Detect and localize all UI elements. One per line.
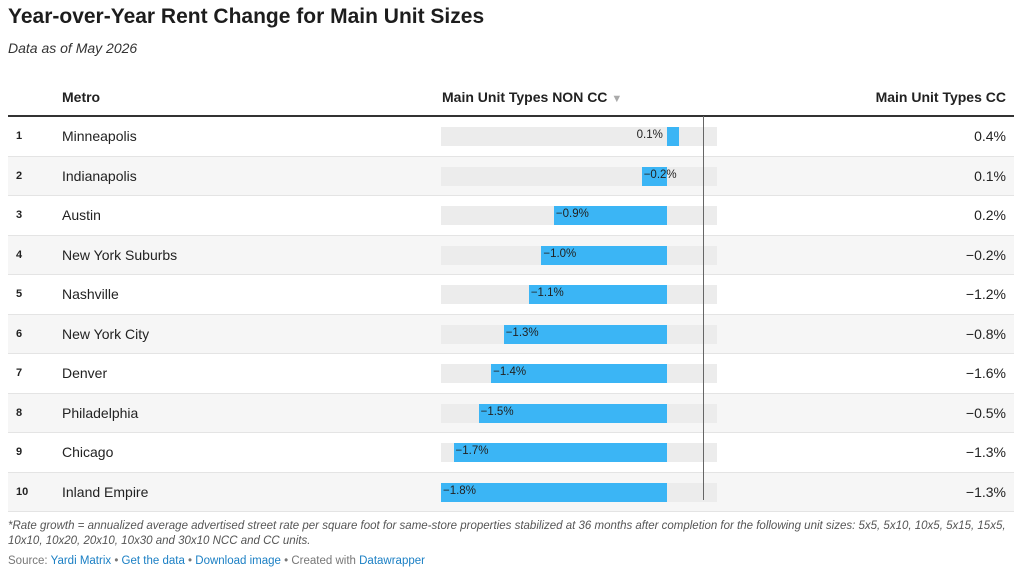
source-prefix: Source: <box>8 555 51 567</box>
zero-line <box>703 116 704 500</box>
bar-track: −0.2% <box>441 166 717 186</box>
bar-track: −1.8% <box>441 482 717 502</box>
bar-non-cc <box>641 166 667 186</box>
bar-non-cc <box>453 443 667 462</box>
row-metro: New York Suburbs <box>62 246 178 263</box>
row-cc-value: −0.2% <box>965 246 1006 263</box>
table-row: 1 Minneapolis 0.1% 0.4% <box>8 117 1014 157</box>
table-row: 10 Inland Empire −1.8% −1.3% <box>8 472 1014 512</box>
bar-track: −1.0% <box>441 245 717 265</box>
bar-label: −0.9% <box>555 208 589 220</box>
row-rank: 8 <box>16 406 23 419</box>
bar-non-cc <box>666 127 680 146</box>
table-row: 9 Chicago −1.7% −1.3% <box>8 433 1014 473</box>
separator: • <box>184 555 196 567</box>
separator: • <box>280 555 292 567</box>
header-non-cc[interactable]: Main Unit Types NON CC ▼ <box>442 89 622 105</box>
bar-track: 0.1% <box>441 127 717 146</box>
table-row: 5 Nashville −1.1% −1.2% <box>8 275 1014 315</box>
row-metro: Denver <box>62 365 108 381</box>
table-row: 7 Denver −1.4% −1.6% <box>8 354 1014 394</box>
row-metro: Philadelphia <box>62 404 139 421</box>
separator: • <box>111 555 122 567</box>
row-rank: 10 <box>16 485 29 498</box>
bar-label: −1.8% <box>443 484 476 497</box>
row-metro: Indianapolis <box>62 167 137 184</box>
table-body: 1 Minneapolis 0.1% 0.4% 2 Indianapolis −0.2% 0.… <box>8 117 1014 512</box>
bar-non-cc <box>528 285 667 304</box>
bar-non-cc <box>553 206 667 225</box>
bar-label: −1.0% <box>543 247 577 260</box>
row-cc-value: 0.2% <box>974 207 1006 223</box>
row-rank: 2 <box>16 169 23 182</box>
bar-non-cc <box>478 403 667 423</box>
bar-non-cc <box>491 364 667 383</box>
bar-track: −1.4% <box>441 364 717 383</box>
row-rank: 6 <box>16 327 23 340</box>
bar-label: −1.7% <box>455 445 489 457</box>
row-rank: 9 <box>16 446 23 458</box>
bar-track: −1.3% <box>441 324 717 344</box>
header-metro[interactable]: Metro <box>62 89 101 105</box>
chart-subtitle: Data as of May 2026 <box>8 40 138 56</box>
row-metro: Nashville <box>62 286 119 302</box>
footnote: *Rate growth = annualized average advert… <box>8 520 1006 547</box>
source-line: Source: Yardi Matrix • Get the data • Do… <box>8 555 425 567</box>
row-rank: 1 <box>16 130 23 142</box>
bar-label: −1.3% <box>505 326 539 339</box>
source-link[interactable]: Yardi Matrix <box>50 555 112 567</box>
row-metro: Minneapolis <box>62 128 137 144</box>
row-cc-value: −0.5% <box>965 404 1006 421</box>
table-row: 4 New York Suburbs −1.0% −0.2% <box>8 235 1014 275</box>
row-metro: New York City <box>62 325 150 342</box>
row-cc-value: −1.6% <box>965 365 1006 381</box>
row-metro: Austin <box>62 207 101 223</box>
row-cc-value: 0.1% <box>974 167 1006 184</box>
bar-label: −1.1% <box>530 287 564 299</box>
created-with-text: Created with <box>291 555 360 567</box>
bar-track: −1.5% <box>441 403 717 423</box>
bar-track: −1.1% <box>441 285 717 304</box>
chart-title: Year-over-Year Rent Change for Main Unit… <box>8 5 485 28</box>
bar-label: −0.2% <box>643 168 677 181</box>
row-cc-value: −1.3% <box>965 483 1006 500</box>
bar-label: −1.4% <box>493 366 527 378</box>
row-rank: 3 <box>16 209 23 221</box>
bar-track: −0.9% <box>441 206 717 225</box>
bar-label: 0.1% <box>636 129 663 141</box>
bar-label: −1.5% <box>480 405 514 418</box>
row-metro: Inland Empire <box>62 483 149 500</box>
data-table: Metro Main Unit Types NON CC ▼ Main Unit … <box>8 79 1014 512</box>
download-image-link[interactable]: Download image <box>195 555 281 567</box>
bar-track: −1.7% <box>441 443 717 462</box>
datawrapper-link[interactable]: Datawrapper <box>359 555 425 567</box>
table-row: 6 New York City −1.3% −0.8% <box>8 314 1014 354</box>
row-cc-value: −0.8% <box>965 325 1006 342</box>
table-row: 3 Austin −0.9% 0.2% <box>8 196 1014 236</box>
table-header: Metro Main Unit Types NON CC ▼ Main Unit … <box>8 79 1014 117</box>
row-rank: 4 <box>16 248 23 261</box>
get-data-link[interactable]: Get the data <box>121 555 185 567</box>
sort-down-icon[interactable]: ▼ <box>611 93 623 105</box>
row-rank: 7 <box>16 367 23 379</box>
row-cc-value: −1.3% <box>965 444 1006 460</box>
bar-non-cc <box>541 245 667 265</box>
row-rank: 5 <box>16 288 23 300</box>
row-cc-value: 0.4% <box>974 128 1006 144</box>
header-cc[interactable]: Main Unit Types CC <box>875 89 1006 105</box>
row-metro: Chicago <box>62 444 114 460</box>
table-row: 8 Philadelphia −1.5% −0.5% <box>8 393 1014 433</box>
header-non-cc-label: Main Unit Types NON CC <box>442 89 608 105</box>
table-row: 2 Indianapolis −0.2% 0.1% <box>8 156 1014 196</box>
bar-non-cc <box>503 324 667 344</box>
bar-non-cc <box>441 482 667 502</box>
row-cc-value: −1.2% <box>965 286 1006 302</box>
